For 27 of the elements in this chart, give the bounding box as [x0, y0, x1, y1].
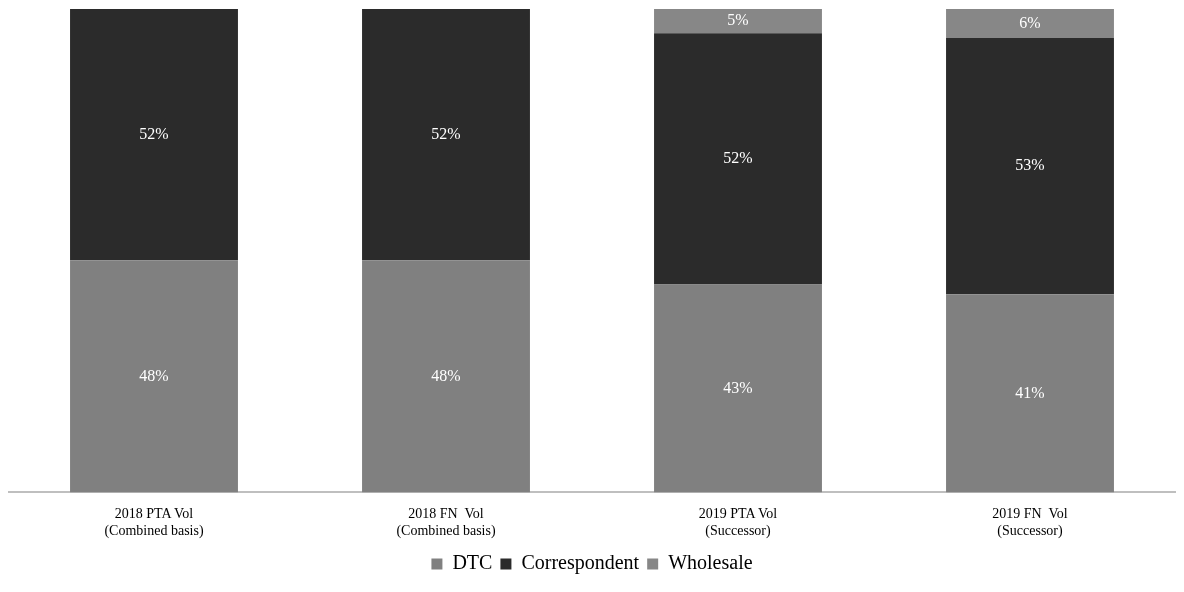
data-label: 52%: [431, 124, 461, 142]
data-label: 48%: [139, 366, 169, 384]
data-label: 5%: [727, 11, 749, 29]
data-label: 41%: [1015, 383, 1045, 401]
bar: [946, 9, 1114, 38]
x-tick-label: 2018 FN Vol (Combined basis): [396, 506, 496, 540]
legend-label: DTC: [452, 551, 493, 574]
data-label: 52%: [723, 149, 753, 167]
data-label: 6%: [1019, 13, 1041, 31]
data-label: 48%: [431, 366, 461, 384]
legend-label: Correspondent: [521, 551, 640, 575]
bar: [654, 9, 822, 34]
bar: [654, 33, 822, 285]
x-tick-label: 2018 PTA Vol (Combined basis): [104, 506, 204, 540]
bar: [362, 260, 530, 493]
bar: [946, 294, 1114, 493]
bar: [946, 38, 1114, 295]
x-tick-label: 2019 FN Vol (Successor): [992, 506, 1068, 540]
bar: [70, 9, 238, 261]
data-label: 43%: [723, 378, 753, 396]
data-label: 53%: [1015, 156, 1045, 174]
legend-label: Wholesale: [668, 551, 753, 574]
data-label: 52%: [139, 124, 169, 142]
bar: [70, 260, 238, 493]
bar: [654, 284, 822, 493]
x-tick-label: 2019 PTA Vol (Successor): [698, 506, 778, 540]
bar: [362, 9, 530, 261]
